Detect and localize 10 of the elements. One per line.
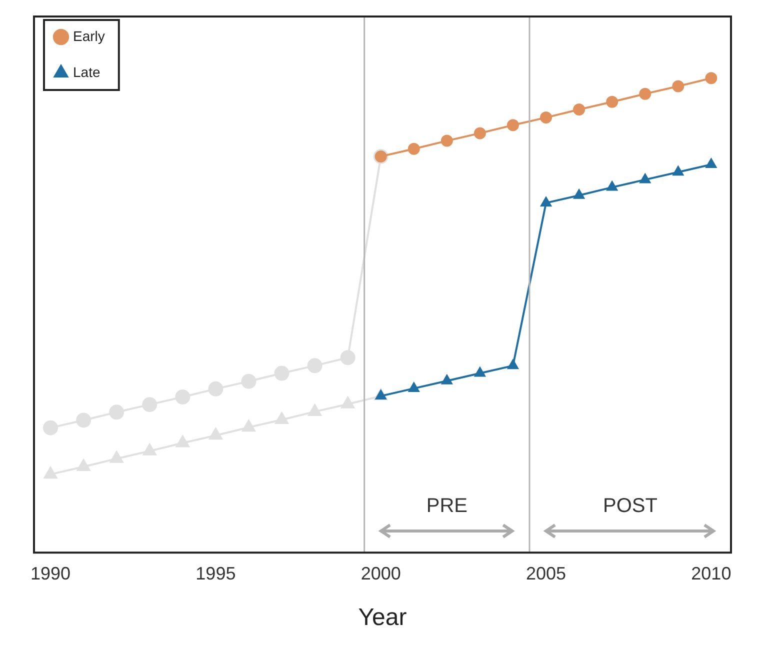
x-tick-label: 2010: [691, 563, 732, 584]
x-tick-label: 2005: [526, 563, 566, 584]
x-tick-label: 1995: [196, 563, 236, 584]
legend-label: Late: [73, 64, 100, 80]
annotation: POST: [603, 495, 658, 518]
annotation: PRE: [426, 495, 468, 518]
x-axis-title: Year: [358, 604, 407, 632]
legend-label: Early: [73, 28, 105, 44]
x-tick-label: 2000: [360, 563, 401, 584]
x-tick-label: 1990: [30, 563, 71, 584]
